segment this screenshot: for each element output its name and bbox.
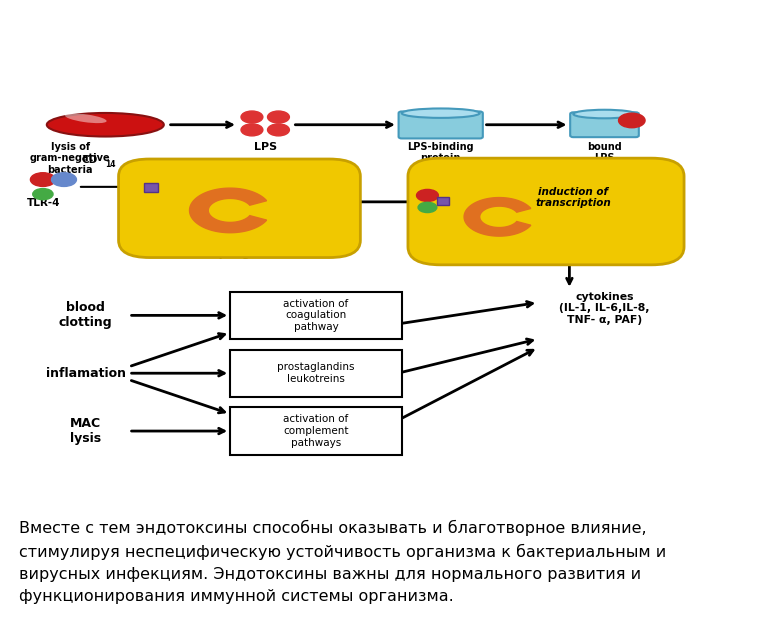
Polygon shape	[464, 198, 531, 236]
Text: prostaglandins
leukotreins: prostaglandins leukotreins	[277, 362, 355, 384]
Circle shape	[268, 111, 289, 123]
Text: activation of
complement
pathways: activation of complement pathways	[283, 415, 349, 448]
Text: lysis of
gram-negative
bacteria: lysis of gram-negative bacteria	[30, 142, 111, 175]
Circle shape	[268, 124, 289, 136]
Text: macrophage: macrophage	[179, 249, 257, 259]
FancyBboxPatch shape	[144, 183, 158, 192]
Circle shape	[241, 111, 263, 123]
Text: Физиологические эффекты эндотоксина: Физиологические эффекты эндотоксина	[91, 29, 689, 53]
Text: inflamation: inflamation	[46, 367, 126, 380]
FancyBboxPatch shape	[570, 112, 639, 137]
Circle shape	[51, 173, 76, 186]
Circle shape	[619, 113, 645, 128]
Text: activation of
coagulation
pathway: activation of coagulation pathway	[283, 299, 349, 332]
Polygon shape	[190, 188, 267, 232]
Ellipse shape	[573, 110, 636, 118]
FancyBboxPatch shape	[399, 112, 483, 139]
Circle shape	[417, 190, 438, 202]
FancyBboxPatch shape	[230, 292, 402, 339]
Text: LPS-binding
protein: LPS-binding protein	[407, 142, 474, 163]
Circle shape	[418, 202, 437, 212]
Text: 14: 14	[105, 160, 115, 169]
Text: blood
clotting: blood clotting	[59, 301, 112, 329]
FancyBboxPatch shape	[119, 159, 360, 258]
Text: TLR-4: TLR-4	[27, 198, 61, 209]
Text: bound
LPS: bound LPS	[587, 142, 622, 163]
Text: Вместе с тем эндотоксины способны оказывать и благотворное влияние,
стимулируя н: Вместе с тем эндотоксины способны оказыв…	[20, 520, 667, 604]
FancyBboxPatch shape	[230, 350, 402, 397]
Ellipse shape	[65, 113, 107, 123]
FancyBboxPatch shape	[408, 158, 684, 265]
FancyBboxPatch shape	[230, 408, 402, 455]
Text: CD: CD	[82, 156, 98, 166]
Circle shape	[30, 173, 55, 186]
Text: induction of
transcription: induction of transcription	[535, 186, 612, 209]
Circle shape	[241, 124, 263, 136]
Ellipse shape	[402, 108, 480, 118]
Text: MAC
lysis: MAC lysis	[70, 417, 101, 445]
FancyBboxPatch shape	[437, 197, 449, 205]
Ellipse shape	[47, 113, 164, 137]
Text: LPS: LPS	[254, 142, 277, 152]
Text: cytokines
(IL-1, IL-6,IL-8,
TNF- α, PAF): cytokines (IL-1, IL-6,IL-8, TNF- α, PAF)	[559, 292, 650, 325]
Circle shape	[33, 188, 53, 200]
